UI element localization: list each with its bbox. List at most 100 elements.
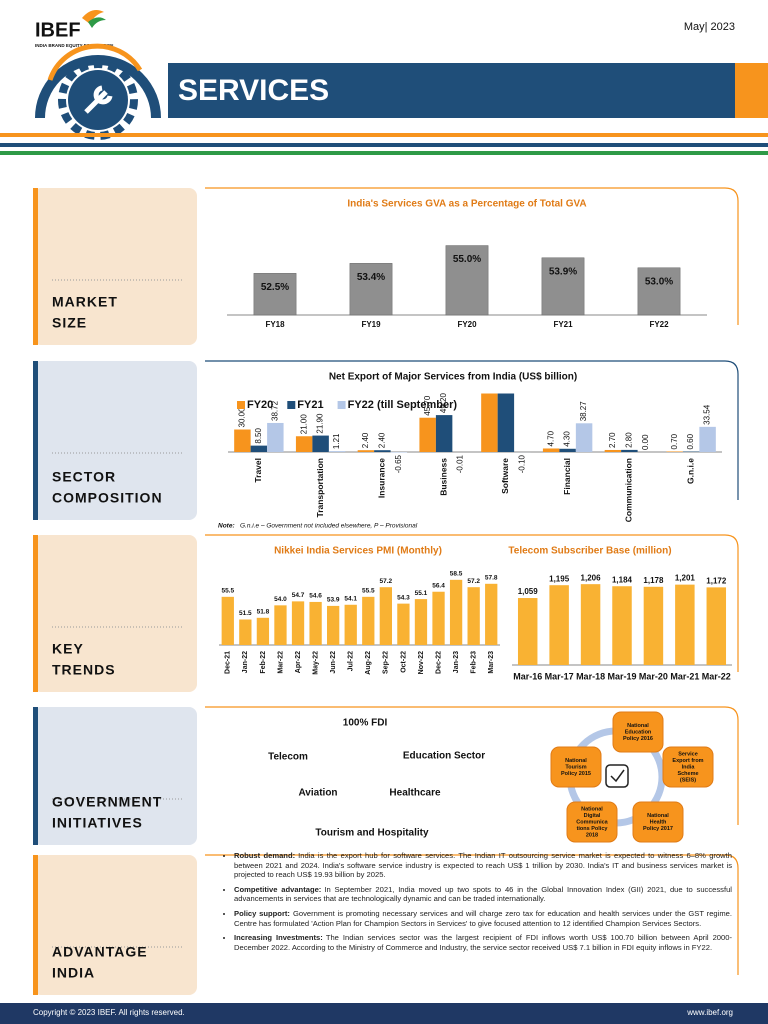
value-label: 0.70 — [670, 433, 679, 449]
policy-label: 2018 — [586, 833, 598, 839]
policy-node — [662, 746, 714, 788]
advantage-text: The Indian services sector was the large… — [234, 933, 732, 952]
value-label: 53.4% — [357, 272, 385, 283]
category-label: Dec-22 — [435, 651, 442, 674]
advantage-title: Policy support: — [234, 908, 290, 918]
bar — [419, 417, 436, 452]
value-label: 2.80 — [624, 432, 633, 448]
category-label: Mar-23 — [488, 651, 495, 674]
value-label: 1,201 — [675, 574, 696, 583]
category-label: Software — [500, 458, 510, 494]
value-label: 57.2 — [380, 578, 393, 585]
legend-swatch — [337, 401, 346, 409]
value-label: 53.0% — [645, 276, 673, 287]
bar — [575, 423, 593, 452]
bar — [666, 451, 683, 452]
category-label: Mar-22 — [702, 671, 731, 681]
category-label: Mar-21 — [670, 671, 699, 681]
policy-label: Health — [650, 819, 667, 825]
bar — [497, 393, 515, 452]
value-label: 55.5 — [362, 588, 375, 595]
section-frame — [205, 360, 739, 500]
section-label: SECTOR — [52, 469, 116, 485]
legend-label: FY22 (till September) — [348, 399, 458, 411]
category-label: Mar-22 — [277, 651, 284, 674]
section-panel — [33, 535, 197, 692]
bar — [559, 448, 576, 452]
bar — [432, 591, 445, 645]
category-label: Communication — [624, 458, 634, 522]
category-label: Jan-22 — [242, 651, 249, 673]
value-label: 38.72 — [270, 400, 279, 421]
value-label: -0.01 — [456, 454, 465, 473]
chart-title: India's Services GVA as a Percentage of … — [347, 199, 586, 210]
category-label: Business — [438, 458, 448, 496]
legend-label: FY20 — [247, 399, 273, 411]
bar — [344, 604, 357, 645]
bar — [549, 585, 569, 665]
bar — [481, 393, 498, 452]
category-label: Sep-22 — [383, 651, 390, 674]
fdi-sector: Healthcare — [389, 788, 441, 799]
category-label: Travel — [253, 458, 263, 483]
bar — [362, 596, 375, 645]
bar — [706, 587, 727, 665]
category-label: Nov-22 — [418, 651, 425, 674]
policy-node — [612, 711, 664, 753]
bar — [612, 586, 632, 665]
policy-label: Communica — [576, 819, 608, 825]
value-label: 58.5 — [450, 571, 463, 578]
category-label: FY21 — [553, 320, 573, 329]
policy-label: Policy 2017 — [643, 826, 673, 832]
policy-node — [566, 801, 618, 843]
advantage-item: Increasing Investments:The Indian servic… — [234, 933, 732, 952]
value-label: 45.70 — [423, 395, 432, 416]
category-label: Mar-19 — [607, 671, 636, 681]
section-frame — [205, 534, 739, 672]
legend-swatch — [287, 401, 296, 409]
value-label: 30.00 — [238, 407, 247, 428]
bar — [467, 587, 480, 645]
bar — [349, 263, 393, 316]
section-label: INDIA — [52, 965, 95, 981]
bar — [327, 605, 340, 645]
value-label: 53.9 — [327, 597, 340, 604]
bar — [357, 450, 375, 452]
value-label: 54.0 — [274, 596, 287, 603]
emblem-arc — [47, 43, 143, 81]
bar — [414, 599, 428, 645]
category-label: FY20 — [457, 320, 477, 329]
fdi-sector: Aviation — [298, 788, 337, 799]
policy-label: National — [627, 723, 649, 729]
bar — [250, 445, 268, 452]
value-label: 1,184 — [612, 575, 633, 584]
section-accent — [33, 535, 38, 692]
policy-label: Export from — [672, 758, 703, 764]
value-label: 51.8 — [257, 609, 270, 616]
bar — [580, 584, 601, 665]
value-label: 4.70 — [546, 430, 555, 446]
bar — [309, 601, 322, 645]
value-label: 52.5% — [261, 282, 289, 293]
value-label: 2.70 — [608, 432, 617, 448]
footer-copyright: Copyright © 2023 IBEF. All rights reserv… — [33, 1008, 185, 1017]
page-title: SERVICES — [178, 74, 329, 107]
category-label: Mar-16 — [513, 671, 542, 681]
category-label: G.n.i.e — [685, 458, 695, 484]
note-label: Note: — [218, 523, 235, 530]
chart-title: Nikkei India Services PMI (Monthly) — [274, 546, 442, 557]
policy-label: National — [647, 813, 669, 819]
category-label: Transportation — [315, 458, 325, 518]
section-label: INITIATIVES — [52, 815, 143, 831]
footer-url: www.ibef.org — [686, 1008, 733, 1017]
category-label: Jan-23 — [453, 651, 460, 673]
value-label: 51.5 — [239, 610, 252, 617]
bar — [485, 583, 498, 645]
value-label: 2.40 — [377, 432, 386, 448]
section-accent — [33, 707, 38, 845]
value-label: 1,059 — [518, 587, 539, 596]
chart-title: Telecom Subscriber Base (million) — [508, 546, 671, 557]
bar — [379, 587, 392, 645]
